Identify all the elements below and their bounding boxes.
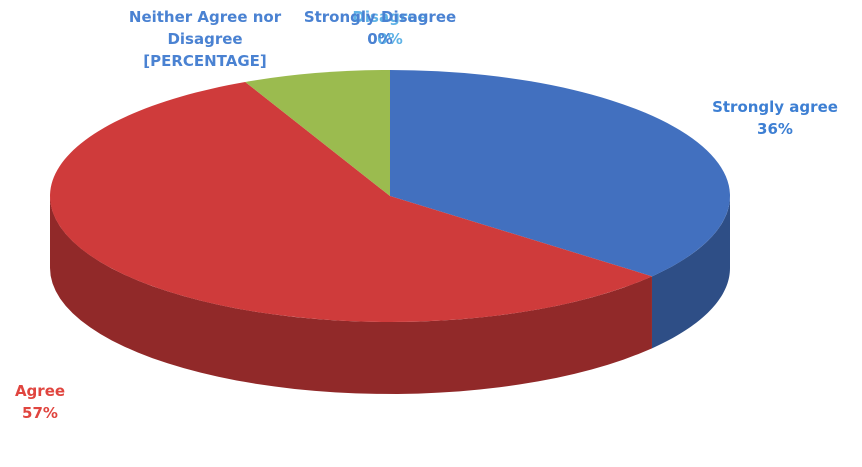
slice: [50, 81, 652, 322]
value-label: 0%: [367, 30, 393, 48]
slice: [245, 70, 390, 196]
data-label: Strongly agree 36%: [690, 96, 860, 140]
data-label: Strongly Disagree 0%: [300, 6, 460, 50]
value-label: [PERCENTAGE]: [143, 52, 267, 70]
value-label: 36%: [757, 120, 793, 138]
value-label: 57%: [22, 404, 58, 422]
category-label: Strongly Disagree: [303, 8, 457, 26]
value-label: 0%: [377, 30, 403, 48]
slice: [390, 70, 731, 277]
category-label: Disagree: [352, 8, 428, 26]
category-label: Neither Agree nor Disagree: [128, 8, 282, 48]
data-label: Disagree 0%: [310, 6, 470, 50]
data-label: Agree 57%: [0, 380, 80, 424]
slice-side: [651, 196, 730, 349]
category-label: Agree: [14, 382, 66, 400]
slice-side: [50, 196, 652, 394]
category-label: Strongly agree: [712, 98, 838, 116]
data-label: Neither Agree nor Disagree [PERCENTAGE]: [110, 6, 300, 72]
